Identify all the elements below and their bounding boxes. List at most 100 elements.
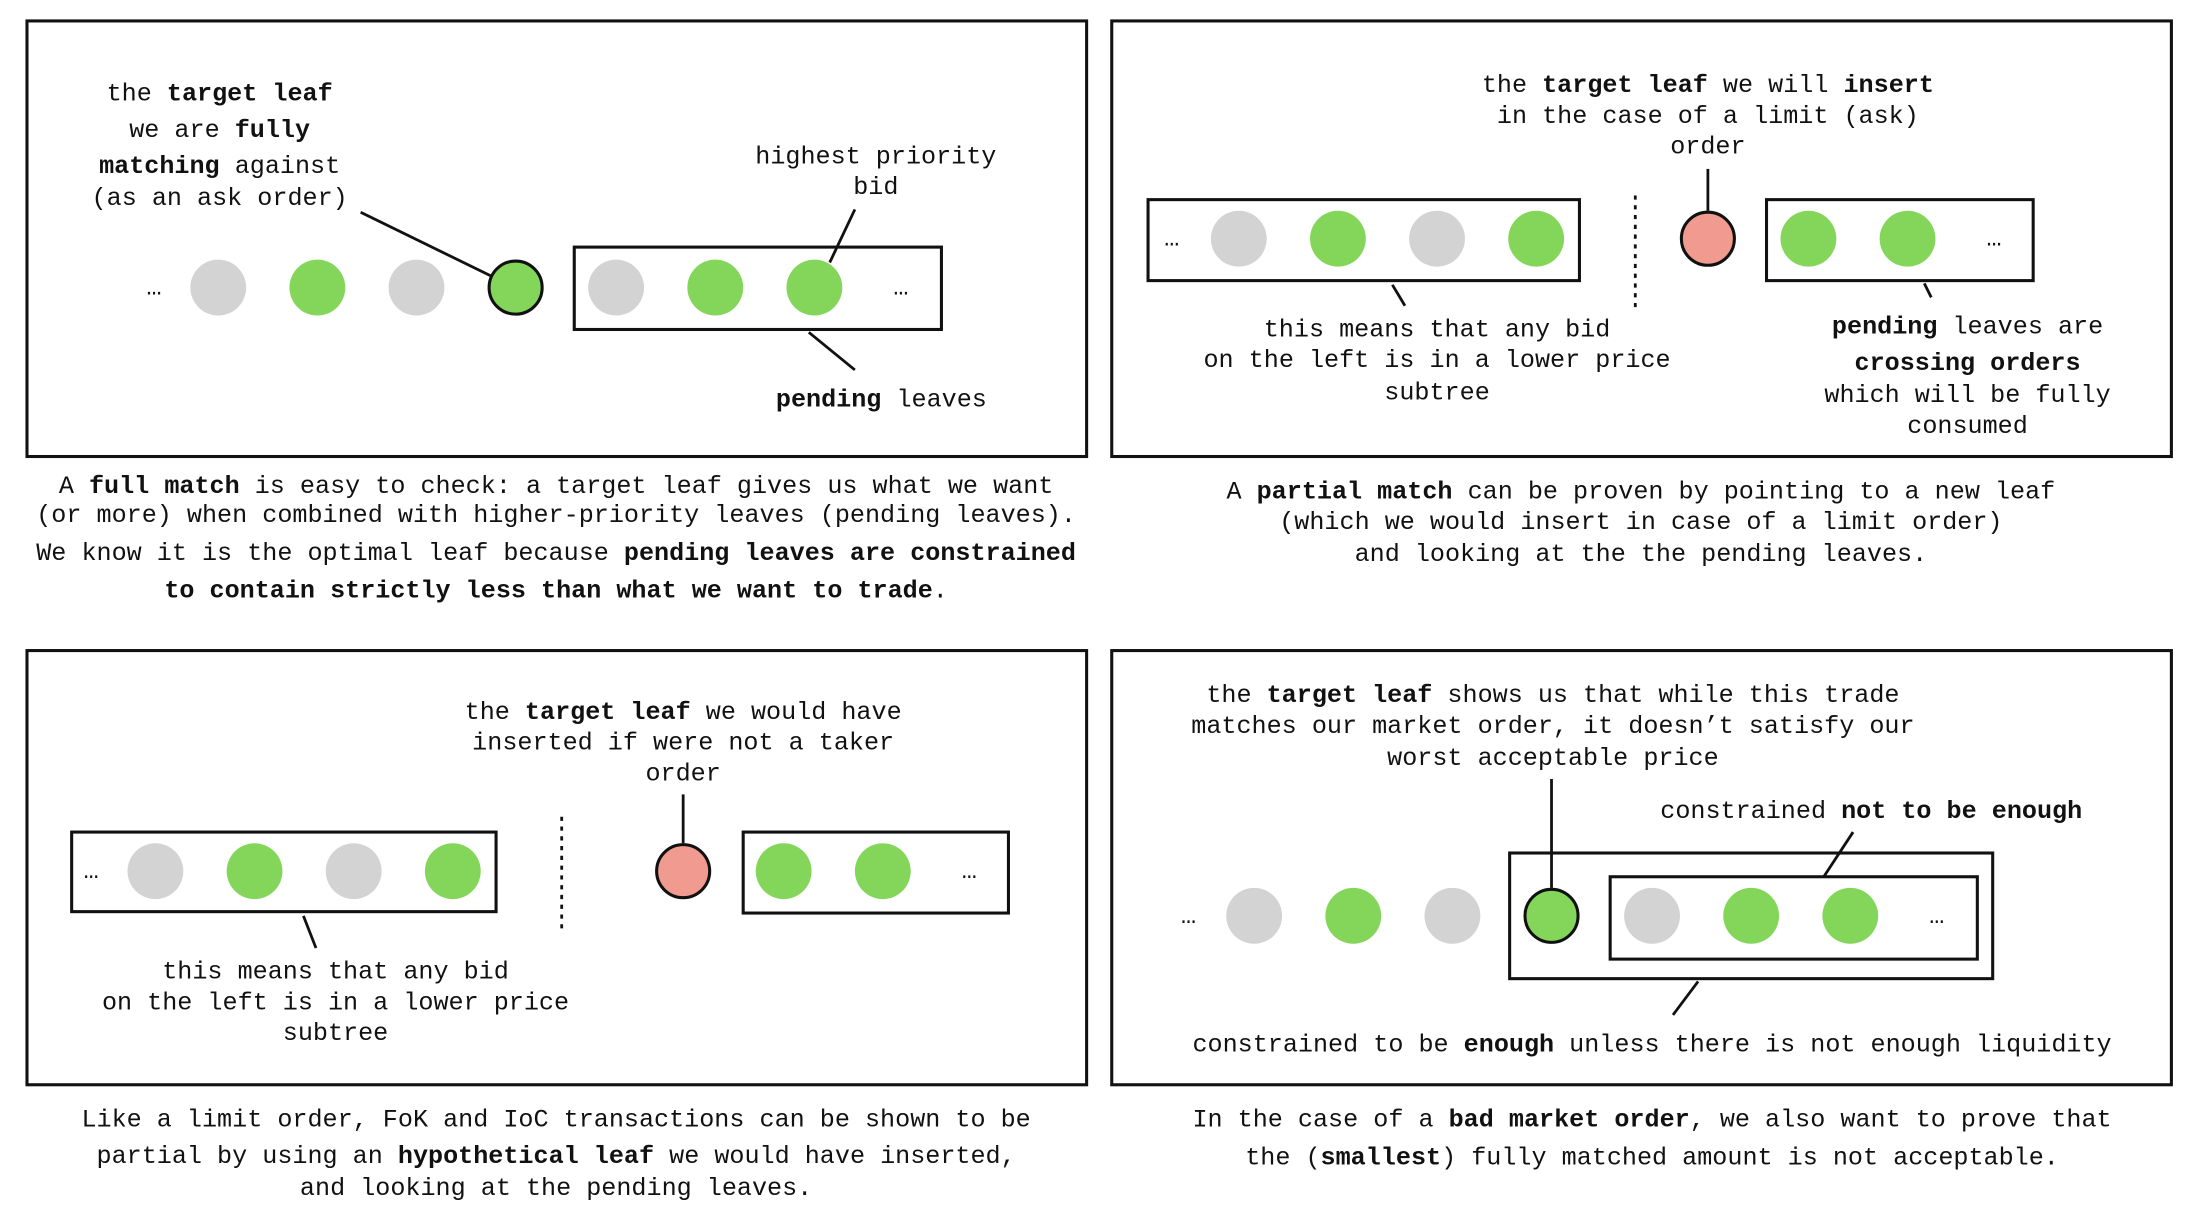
bold-text: matching [99,152,220,181]
matching-leaf [1822,887,1879,944]
non-matching-leaf [1226,887,1283,944]
target-leaf [487,259,544,316]
text: we will [1708,71,1844,100]
text: this means that any bid [1264,315,1611,344]
text: we would have [691,698,902,727]
text: the [465,698,525,727]
text: constrained [1660,797,1841,826]
text: worst acceptable price [1387,744,1718,773]
target-pointer [360,210,493,278]
target-label-line: we are fully [129,116,310,145]
text: order [645,759,720,788]
target-label-line: matches our market order, it doesn’t sat… [1191,712,1914,741]
pending-label-line: pending leaves are [1832,313,2103,342]
text: which will be fully [1824,381,2110,410]
outer-label-line: constrained to be enough unless there is… [1192,1030,2111,1059]
text: We know it is the optimal leaf because [36,539,624,568]
text: we are [129,116,234,145]
matching-leaf [226,843,283,900]
matching-leaf [755,843,812,900]
lower-subtree-box [1146,198,1581,283]
text: consumed [1907,412,2028,441]
bold-text: pending [1832,313,1937,342]
bold-text: target leaf [167,80,333,109]
non-matching-leaf [588,259,645,316]
enough-box [1508,851,1995,981]
inner-pointer [1822,831,1855,878]
text: in the case of a limit (ask) [1497,102,1919,131]
caption-line: Like a limit order, FoK and IoC transact… [81,1106,1030,1135]
text: (as an ask order) [92,184,348,213]
target-label-line: in the case of a limit (ask) [1497,102,1919,131]
hypothetical-target-leaf [655,843,712,900]
matching-leaf [1780,210,1837,267]
caption-line: In the case of a bad market order, we al… [1192,1106,2111,1135]
non-matching-leaf [127,843,184,900]
target-label-line: the target leaf we will insert [1482,71,1934,100]
panel-frame [25,649,1089,1087]
matching-leaf [1325,887,1382,944]
left-pointer [1391,284,1407,307]
text: A [59,472,89,501]
target-label-line: the target leaf [107,80,333,109]
ellipsis-mark: … [893,274,908,303]
ellipsis-mark: … [84,857,99,886]
panel-bad-market-order: … … the target leaf shows us that while th… [1110,649,2173,1172]
panel-frame [1110,19,2173,459]
text: this means that any bid [162,958,509,987]
matching-leaf [1879,210,1936,267]
text: partial by using an [97,1142,398,1171]
matching-leaf [854,843,911,900]
text: constrained to be [1192,1030,1463,1059]
pending-leaves-box [741,830,1010,915]
text: leaves are [1937,313,2103,342]
caption-line: A partial match can be proven by pointin… [1226,477,2055,506]
bold-text: insert [1844,71,1934,100]
pending-pointer [807,331,856,372]
text: the [1206,681,1266,710]
text: leaves [881,385,986,414]
matching-leaf [1309,210,1366,267]
target-label-line: the target leaf we would have [465,698,902,727]
text: highest priority [755,142,996,171]
text: the ( [1245,1143,1320,1172]
pending-pointer [1923,282,1933,298]
text: . [933,577,948,606]
text: subtree [283,1019,388,1048]
inner-label-line: constrained not to be enough [1660,797,2082,826]
priority-label-line: bid [853,173,898,202]
left-label-line: subtree [1384,378,1489,407]
bold-text: partial match [1257,477,1453,506]
caption-line: and looking at the the pending leaves. [1355,540,1928,569]
bold-text: full match [89,472,240,501]
matching-leaf [786,259,843,316]
bold-text: smallest [1321,1143,1442,1172]
matching-leaf [424,843,481,900]
target-leaf [1679,210,1736,267]
caption-line: (or more) when combined with higher-prio… [36,501,1076,530]
left-label-line: this means that any bid [1264,315,1611,344]
panel-fok-ioc: … … the target leaf we would haveinserted … [25,649,1089,1203]
priority-label-line: highest priority [755,142,996,171]
left-label-line: subtree [283,1019,388,1048]
target-label-line: (as an ask order) [92,184,348,213]
lower-subtree-box [70,830,498,914]
bold-text: not to be enough [1841,797,2082,826]
panel-full-match: … … the target leaf we are fully matching ag… [25,19,1089,606]
text: is easy to check: a target leaf gives us… [240,472,1054,501]
bold-text: target leaf [1542,71,1708,100]
text: A [1226,477,1256,506]
text: (or more) when combined with higher-prio… [36,501,1076,530]
text: In the case of a [1192,1106,1448,1135]
text: shows us that while this trade [1432,681,1899,710]
target-label-line: the target leaf shows us that while this… [1206,681,1899,710]
bold-text: enough [1464,1030,1554,1059]
caption-line: to contain strictly less than what we wa… [164,577,948,606]
ellipsis-mark: … [1987,225,2002,254]
text: can be proven by pointing to a new leaf [1453,477,2056,506]
non-matching-leaf [1624,887,1680,944]
caption-line: partial by using an hypothetical leaf we… [97,1142,1016,1171]
caption-line: (which we would insert in case of a limi… [1279,508,2002,537]
